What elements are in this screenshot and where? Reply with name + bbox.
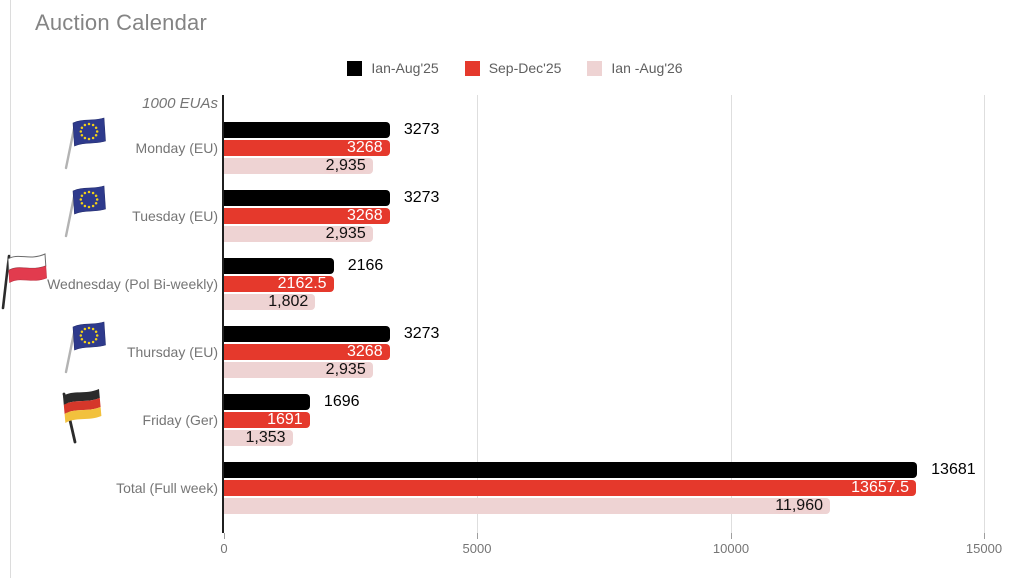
legend-swatch-pink-icon [587,60,603,76]
legend-swatch-black-icon [347,60,363,76]
germany-flag-icon [54,386,106,449]
bar-jan-aug26 [224,158,373,174]
value-label: 2,935 [325,361,366,378]
bar-jan-aug25 [224,190,390,206]
value-label: 11,960 [775,497,823,514]
chart-legend: Ian-Aug'25 Sep-Dec'25 Ian -Aug'26 [0,60,1030,76]
value-label: 3273 [403,325,440,342]
value-label: 1,353 [245,429,286,446]
value-label: 2,935 [325,225,366,242]
bar-jan-aug26 [224,430,293,446]
poland-flag-icon [0,250,52,317]
eu-flag-icon [58,318,110,379]
category-label: Monday (EU) [135,140,218,156]
x-tick-label: 0 [220,541,228,556]
chart-title: Auction Calendar [35,10,207,35]
value-label: 3268 [347,343,383,360]
category-label: Tuesday (EU) [132,208,218,224]
axis-tick [984,533,985,539]
legend-item-series-2: Sep-Dec'25 [464,60,562,76]
value-label: 2,935 [325,157,366,174]
value-label: 2162.5 [277,275,327,292]
legend-label: Ian -Aug'26 [611,60,683,76]
legend-label: Sep-Dec'25 [488,60,562,76]
bar-jan-aug26 [224,226,373,242]
value-label: 2166 [347,257,384,274]
gridline [477,95,478,533]
value-label: 1696 [323,393,360,410]
category-label: Thursday (EU) [126,344,218,360]
bar-jan-aug25 [224,394,310,410]
y-axis-line [222,95,224,533]
bar-sep-dec25 [224,276,334,292]
x-tick-label: 5000 [462,541,492,556]
value-label: 1,802 [268,293,309,310]
legend-item-series-1: Ian-Aug'25 [347,60,439,76]
x-tick-label: 10000 [712,541,750,556]
bar-sep-dec25 [224,412,310,428]
value-label: 3268 [347,207,383,224]
bar-jan-aug25 [224,122,390,138]
eu-flag-icon [58,182,110,243]
legend-item-series-3: Ian -Aug'26 [587,60,683,76]
gridline [984,95,985,533]
bar-sep-dec25 [224,140,390,156]
category-label: Wednesday (Pol Bi-weekly) [47,276,218,292]
bar-jan-aug25 [224,258,334,274]
legend-label: Ian-Aug'25 [371,60,439,76]
bar-jan-aug26 [224,498,830,514]
bar-jan-aug26 [224,294,316,310]
value-label: 3268 [347,139,383,156]
eu-flag-icon [58,114,110,175]
value-label: 13657.5 [851,479,909,496]
category-label: Friday (Ger) [142,412,218,428]
bar-sep-dec25 [224,208,390,224]
axis-tick [224,533,225,539]
value-label: 3273 [403,121,440,138]
window-edge-divider [10,0,11,578]
bar-sep-dec25 [224,344,390,360]
value-label: 3273 [403,189,440,206]
bar-jan-aug25 [224,326,390,342]
bar-sep-dec25 [224,480,916,496]
x-tick-label: 15000 [965,541,1003,556]
category-label: Total (Full week) [116,480,218,496]
legend-swatch-red-icon [464,60,480,76]
value-label: 1691 [267,411,303,428]
bar-jan-aug26 [224,362,373,378]
value-label: 13681 [931,461,976,478]
axis-tick [731,533,732,539]
axis-tick [477,533,478,539]
gridline [731,95,732,533]
axis-units-label: 1000 EUAs [142,95,218,112]
bar-jan-aug25 [224,462,918,478]
